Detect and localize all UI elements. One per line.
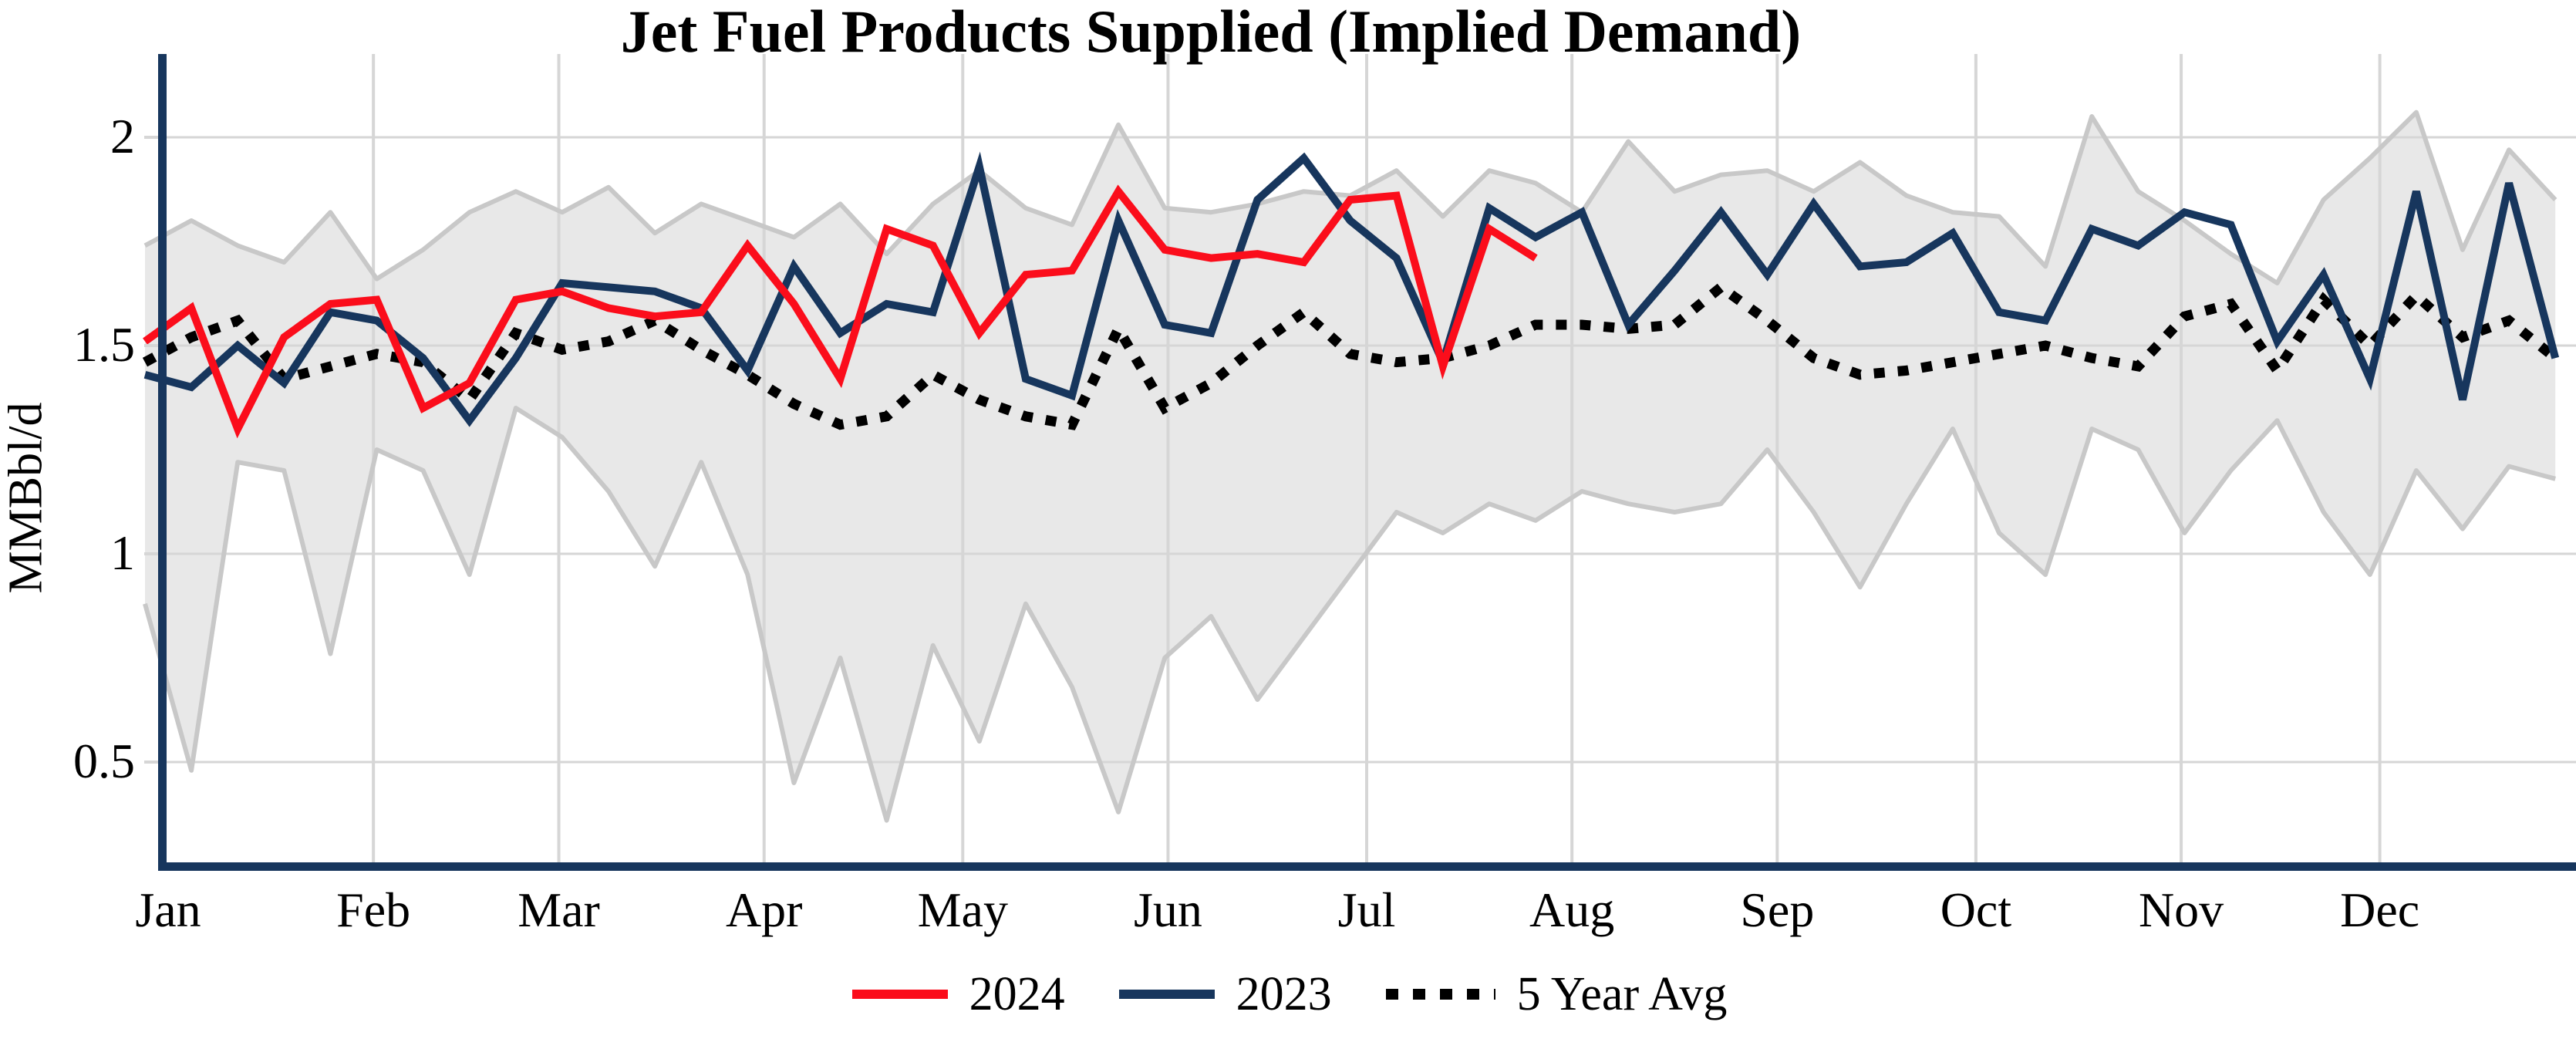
y-axis-spine: [158, 54, 167, 871]
y-tick-label-1.5: 1.5: [73, 317, 135, 372]
x-tick-label-aug: Aug: [1529, 882, 1615, 937]
x-tick-label-feb: Feb: [336, 882, 411, 937]
five-year-range-band: [145, 112, 2556, 821]
x-tick-label-jun: Jun: [1133, 882, 1202, 937]
x-tick-label-sep: Sep: [1740, 882, 1815, 937]
series-line-2024: [143, 184, 1538, 439]
x-tick-label-oct: Oct: [1940, 882, 2012, 937]
x-tick-label-jan: Jan: [135, 882, 201, 937]
legend-swatch-5yr-avg-dotted-line: [1385, 989, 1495, 1000]
x-tick-label-mar: Mar: [518, 882, 600, 937]
chart-legend: 2024 2023 5 Year Avg: [0, 970, 2576, 1018]
legend-item-2024: 2024: [849, 970, 1065, 1018]
x-tick-label-may: May: [917, 882, 1008, 937]
series-line-2023: [143, 151, 2560, 427]
legend-item-2023: 2023: [1116, 970, 1332, 1018]
legend-swatch-2024-line: [851, 990, 948, 999]
legend-label-2024: 2024: [969, 968, 1065, 1020]
x-tick-label-apr: Apr: [725, 882, 803, 937]
x-tick-label-jul: Jul: [1337, 882, 1396, 937]
y-tick-label-1: 1: [110, 525, 135, 580]
legend-item-5yr-avg: 5 Year Avg: [1383, 968, 1728, 1020]
legend-label-2023: 2023: [1236, 968, 1332, 1020]
y-tick-label-0.5: 0.5: [73, 734, 135, 788]
five-year-range-top-edge: [143, 110, 2557, 285]
x-tick-label-nov: Nov: [2138, 882, 2224, 937]
y-tick-label-2: 2: [110, 109, 135, 164]
legend-label-5yr-avg: 5 Year Avg: [1516, 968, 1728, 1020]
series-line-5-year-avg: [142, 281, 2559, 430]
legend-swatch-2023-line: [1118, 990, 1215, 999]
x-tick-label-dec: Dec: [2340, 882, 2420, 937]
chart-title: Jet Fuel Products Supplied (Implied Dema…: [620, 0, 1802, 65]
five-year-range-bottom-edge: [143, 406, 2556, 823]
x-axis-spine: [158, 862, 2576, 871]
